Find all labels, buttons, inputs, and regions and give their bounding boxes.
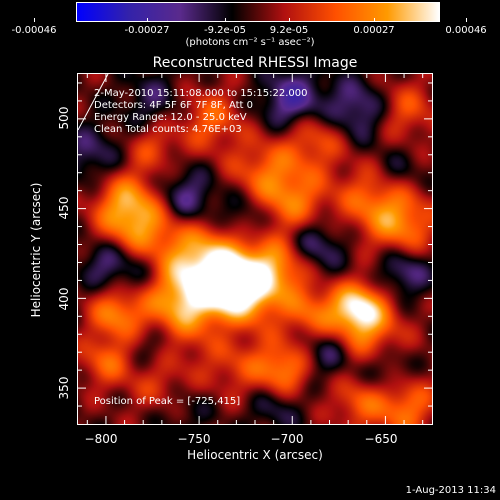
x-axis-label: Heliocentric X (arcsec) bbox=[187, 448, 323, 462]
energy-range-annotation: Energy Range: 12.0 - 25.0 keV bbox=[94, 112, 247, 123]
colorbar-gradient bbox=[77, 3, 439, 21]
colorbar-tick-label-2: -0.00027 bbox=[124, 25, 170, 36]
x-tick-label--800: −800 bbox=[84, 432, 118, 446]
y-tick-label-400: 400 bbox=[57, 287, 71, 311]
colorbar-tick-label-4: 9.2e-05 bbox=[269, 25, 309, 36]
y-axis-label: Heliocentric Y (arcsec) bbox=[29, 182, 43, 318]
colorbar-tick-label-3: -9.2e-05 bbox=[204, 25, 246, 36]
colorbar-tick-6 bbox=[466, 18, 467, 22]
peak-position-annotation: Position of Peak = [-725,415] bbox=[94, 396, 241, 407]
heatmap-image bbox=[78, 74, 432, 424]
x-tick-label--700: −700 bbox=[270, 432, 304, 446]
x-tick-label--650: −650 bbox=[364, 432, 398, 446]
colorbar bbox=[76, 2, 440, 22]
colorbar-frame bbox=[76, 2, 440, 22]
colorbar-tick-label-6: 0.00046 bbox=[445, 25, 487, 36]
colorbar-tick-label-5: 0.00027 bbox=[353, 25, 395, 36]
colorbar-unit-label: (photons cm⁻² s⁻¹ asec⁻²) bbox=[185, 37, 315, 48]
chart-title: Reconstructed RHESSI Image bbox=[152, 55, 358, 71]
colorbar-tick-1 bbox=[34, 18, 35, 22]
colorbar-tick-4 bbox=[289, 18, 290, 22]
detectors-annotation: Detectors: 4F 5F 6F 7F 8F, Att 0 bbox=[94, 100, 254, 111]
y-tick-label-450: 450 bbox=[57, 196, 71, 220]
footer-date: 1-Aug-2013 11:34 bbox=[405, 485, 496, 496]
clean-counts-annotation: Clean Total counts: 4.76E+03 bbox=[94, 124, 242, 135]
time-range-annotation: 2-May-2010 15:11:08.000 to 15:15:22.000 bbox=[94, 88, 308, 99]
colorbar-tick-3 bbox=[225, 18, 226, 22]
colorbar-tick-label-1: -0.00046 bbox=[11, 25, 57, 36]
y-tick-label-350: 350 bbox=[57, 376, 71, 400]
solar-limb-line bbox=[77, 73, 109, 131]
x-tick-label--750: −750 bbox=[177, 432, 211, 446]
plot-frame bbox=[77, 73, 433, 425]
y-tick-label-500: 500 bbox=[57, 106, 71, 130]
colorbar-tick-2 bbox=[147, 18, 148, 22]
colorbar-tick-5 bbox=[374, 18, 375, 22]
